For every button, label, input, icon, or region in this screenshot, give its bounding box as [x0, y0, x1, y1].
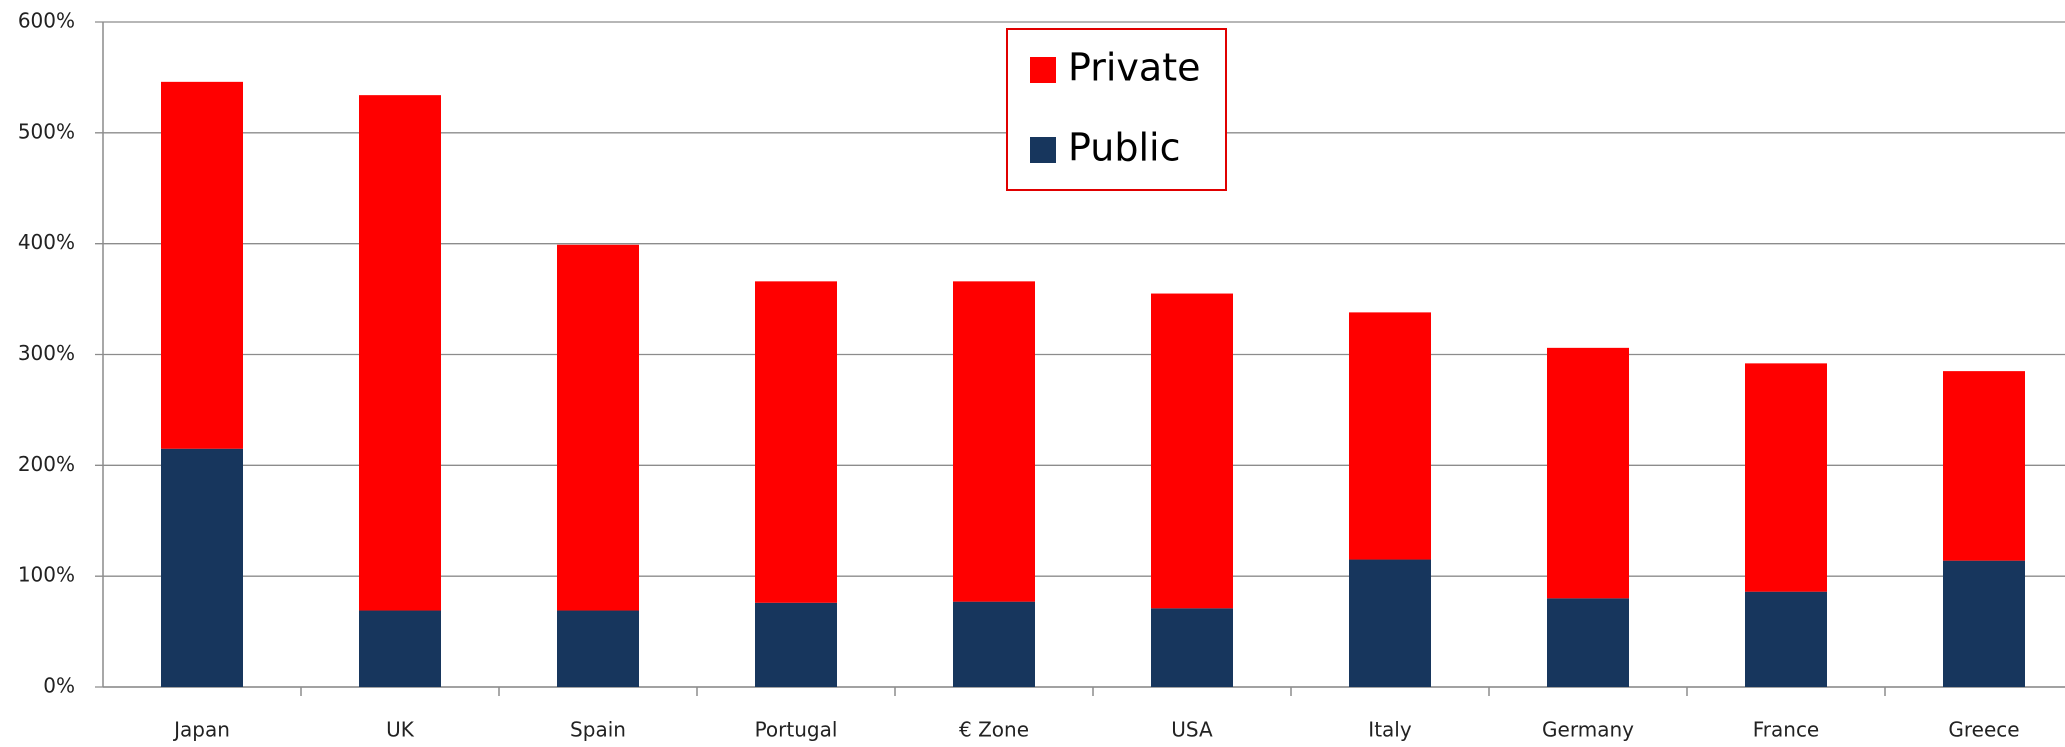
legend-label: Private: [1068, 46, 1200, 90]
bar-segment: [557, 244, 639, 611]
x-tick-label: Greece: [1948, 718, 2019, 742]
y-tick-label: 200%: [18, 452, 75, 476]
bar-segment: [1349, 559, 1431, 687]
bar-segment: [1151, 608, 1233, 687]
y-tick-label: 300%: [18, 341, 75, 365]
bar-segment: [161, 448, 243, 687]
x-tick-label: Japan: [172, 718, 230, 742]
bar-segment: [1547, 598, 1629, 687]
x-tick-label: UK: [386, 718, 415, 742]
bar-segment: [953, 281, 1035, 602]
y-tick-label: 0%: [43, 674, 75, 698]
bar-segment: [1349, 312, 1431, 560]
bar-segment: [755, 281, 837, 603]
x-tick-label: Italy: [1368, 718, 1412, 742]
bar-segment: [1943, 371, 2025, 561]
bar-segment: [1943, 560, 2025, 687]
bar-segment: [1547, 347, 1629, 599]
x-tick-label: USA: [1171, 718, 1213, 742]
bar-segment: [1151, 293, 1233, 609]
legend-swatch: [1030, 137, 1056, 163]
bar-segment: [557, 610, 639, 687]
y-tick-label: 600%: [18, 9, 75, 33]
bar-segment: [1745, 591, 1827, 687]
legend-box: [1006, 28, 1227, 191]
x-tick-label: € Zone: [959, 718, 1029, 742]
legend-swatch: [1030, 57, 1056, 83]
x-tick-label: Spain: [570, 718, 626, 742]
x-tick-label: Germany: [1542, 718, 1634, 742]
bar-segment: [161, 81, 243, 449]
x-tick-label: France: [1753, 718, 1820, 742]
bar-segment: [953, 601, 1035, 687]
y-tick-label: 500%: [18, 119, 75, 143]
y-tick-label: 400%: [18, 230, 75, 254]
x-tick-label: Portugal: [755, 718, 838, 742]
bar-segment: [1745, 363, 1827, 592]
bar-segment: [755, 602, 837, 687]
bar-segment: [359, 610, 441, 687]
y-tick-label: 100%: [18, 563, 75, 587]
legend-label: Public: [1068, 126, 1180, 170]
bar-segment: [359, 95, 441, 611]
